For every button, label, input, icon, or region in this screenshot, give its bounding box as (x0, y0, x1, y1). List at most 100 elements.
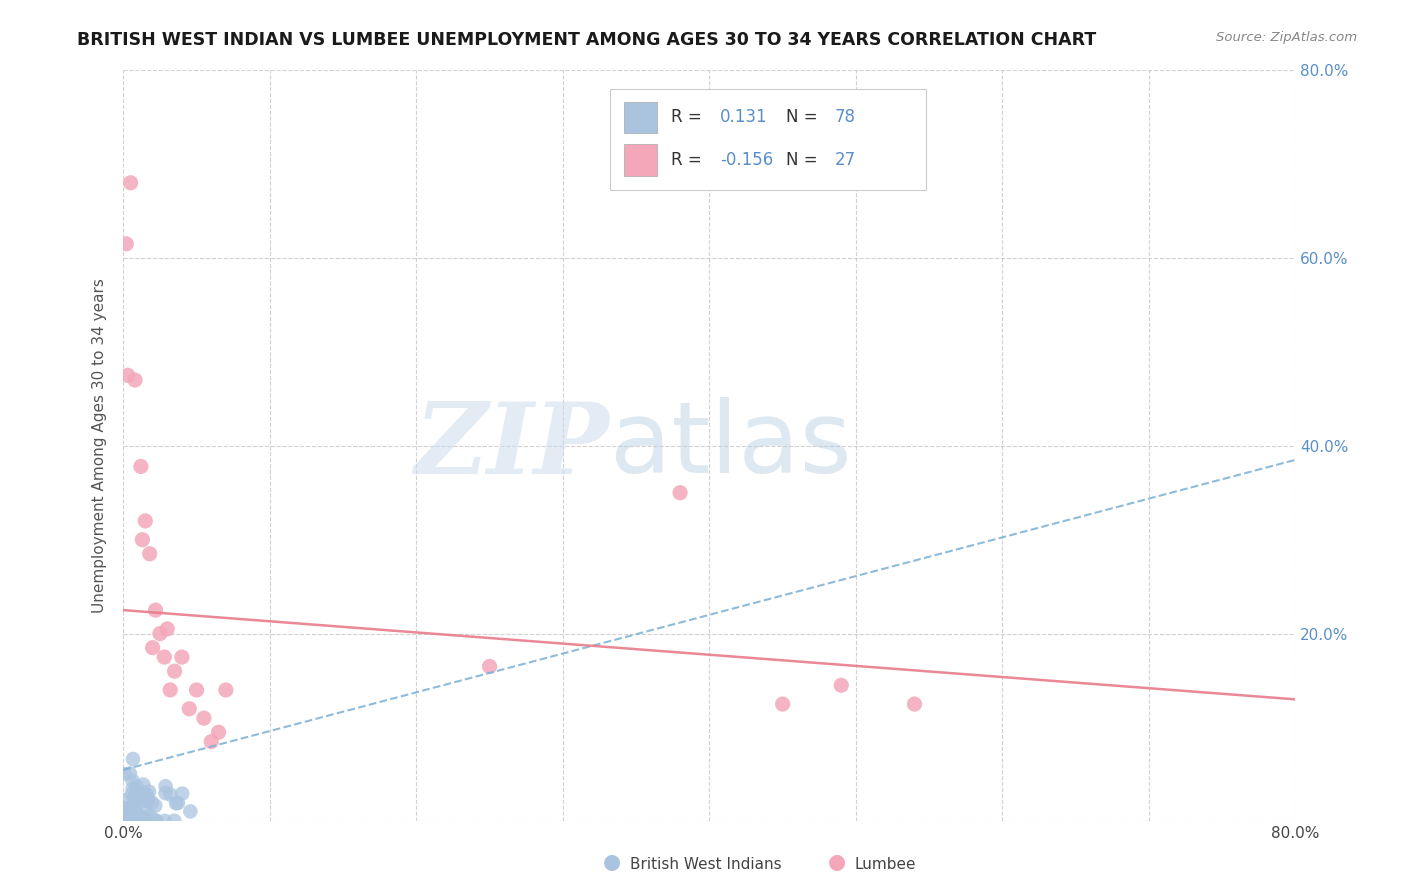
Point (159, 683, 181, 698)
Point (128, 812, 150, 826)
Point (145, 814, 167, 828)
Point (145, 814, 167, 829)
Point (122, 802, 145, 816)
Point (118, 766, 141, 780)
Point (122, 804, 145, 818)
Point (139, 808, 162, 822)
Point (165, 797, 187, 811)
Point (117, 809, 139, 823)
Text: ●: ● (603, 853, 620, 872)
Point (132, 778, 155, 792)
Point (114, 805, 136, 819)
Point (134, 514, 156, 528)
Point (132, 787, 155, 801)
Point (772, 697, 794, 711)
Point (124, 814, 146, 828)
Point (114, 802, 136, 816)
Point (179, 702, 201, 716)
Point (193, 711, 215, 725)
Point (120, 812, 142, 826)
Point (669, 485, 692, 500)
Point (122, 811, 145, 825)
Point (114, 767, 136, 781)
Point (128, 814, 150, 828)
Point (120, 800, 142, 814)
Point (138, 785, 160, 799)
Point (114, 812, 136, 826)
Point (112, 801, 135, 815)
Point (118, 812, 141, 826)
Point (122, 811, 145, 825)
Text: ●: ● (828, 853, 845, 872)
Bar (624, 102, 657, 133)
Point (118, 804, 141, 818)
Point (127, 807, 149, 822)
Point (155, 786, 177, 800)
Point (132, 785, 155, 799)
Text: 0.131: 0.131 (720, 109, 768, 127)
Point (117, 814, 139, 828)
Point (172, 787, 194, 801)
Point (159, 788, 181, 802)
Point (163, 664, 186, 678)
Point (830, 678, 852, 692)
Text: R =: R = (671, 152, 707, 169)
Text: Source: ZipAtlas.com: Source: ZipAtlas.com (1216, 31, 1357, 45)
Point (121, 804, 143, 818)
Text: 78: 78 (835, 109, 856, 127)
Point (153, 814, 176, 828)
Point (114, 807, 136, 822)
Point (120, 807, 142, 822)
Point (179, 805, 201, 819)
Point (142, 640, 165, 655)
Point (124, 790, 146, 805)
Point (122, 797, 145, 811)
Point (136, 788, 159, 802)
Text: British West Indians: British West Indians (630, 857, 782, 872)
Point (122, 809, 145, 823)
Point (129, 811, 152, 825)
Point (124, 806, 146, 821)
Point (117, 368, 139, 383)
Point (156, 622, 179, 636)
Text: R =: R = (671, 109, 707, 127)
Point (207, 725, 229, 739)
Point (200, 734, 222, 748)
Point (118, 814, 141, 828)
Point (143, 798, 166, 813)
Point (115, 236, 138, 251)
Point (118, 810, 141, 824)
Point (114, 805, 136, 819)
Point (134, 793, 156, 807)
Point (145, 603, 167, 617)
Bar (624, 145, 657, 176)
Point (170, 650, 193, 665)
Point (120, 801, 142, 815)
Point (131, 810, 153, 824)
Point (112, 793, 135, 807)
Point (903, 697, 925, 711)
Point (124, 805, 146, 819)
Point (136, 792, 159, 806)
Point (129, 459, 152, 474)
Point (127, 812, 149, 826)
Point (131, 533, 153, 547)
Point (163, 814, 186, 828)
Point (134, 811, 156, 825)
Point (124, 788, 146, 802)
Point (125, 789, 148, 804)
Point (125, 783, 148, 797)
Point (122, 752, 145, 766)
Point (215, 683, 238, 698)
Point (186, 683, 208, 698)
Point (115, 812, 138, 826)
Text: BRITISH WEST INDIAN VS LUMBEE UNEMPLOYMENT AMONG AGES 30 TO 34 YEARS CORRELATION: BRITISH WEST INDIAN VS LUMBEE UNEMPLOYME… (77, 31, 1097, 49)
Point (155, 779, 177, 793)
Y-axis label: Unemployment Among Ages 30 to 34 years: Unemployment Among Ages 30 to 34 years (93, 278, 107, 613)
Point (115, 802, 138, 816)
Point (124, 805, 146, 820)
Point (135, 805, 157, 820)
Text: N =: N = (786, 109, 823, 127)
Point (117, 814, 139, 829)
FancyBboxPatch shape (610, 89, 927, 190)
